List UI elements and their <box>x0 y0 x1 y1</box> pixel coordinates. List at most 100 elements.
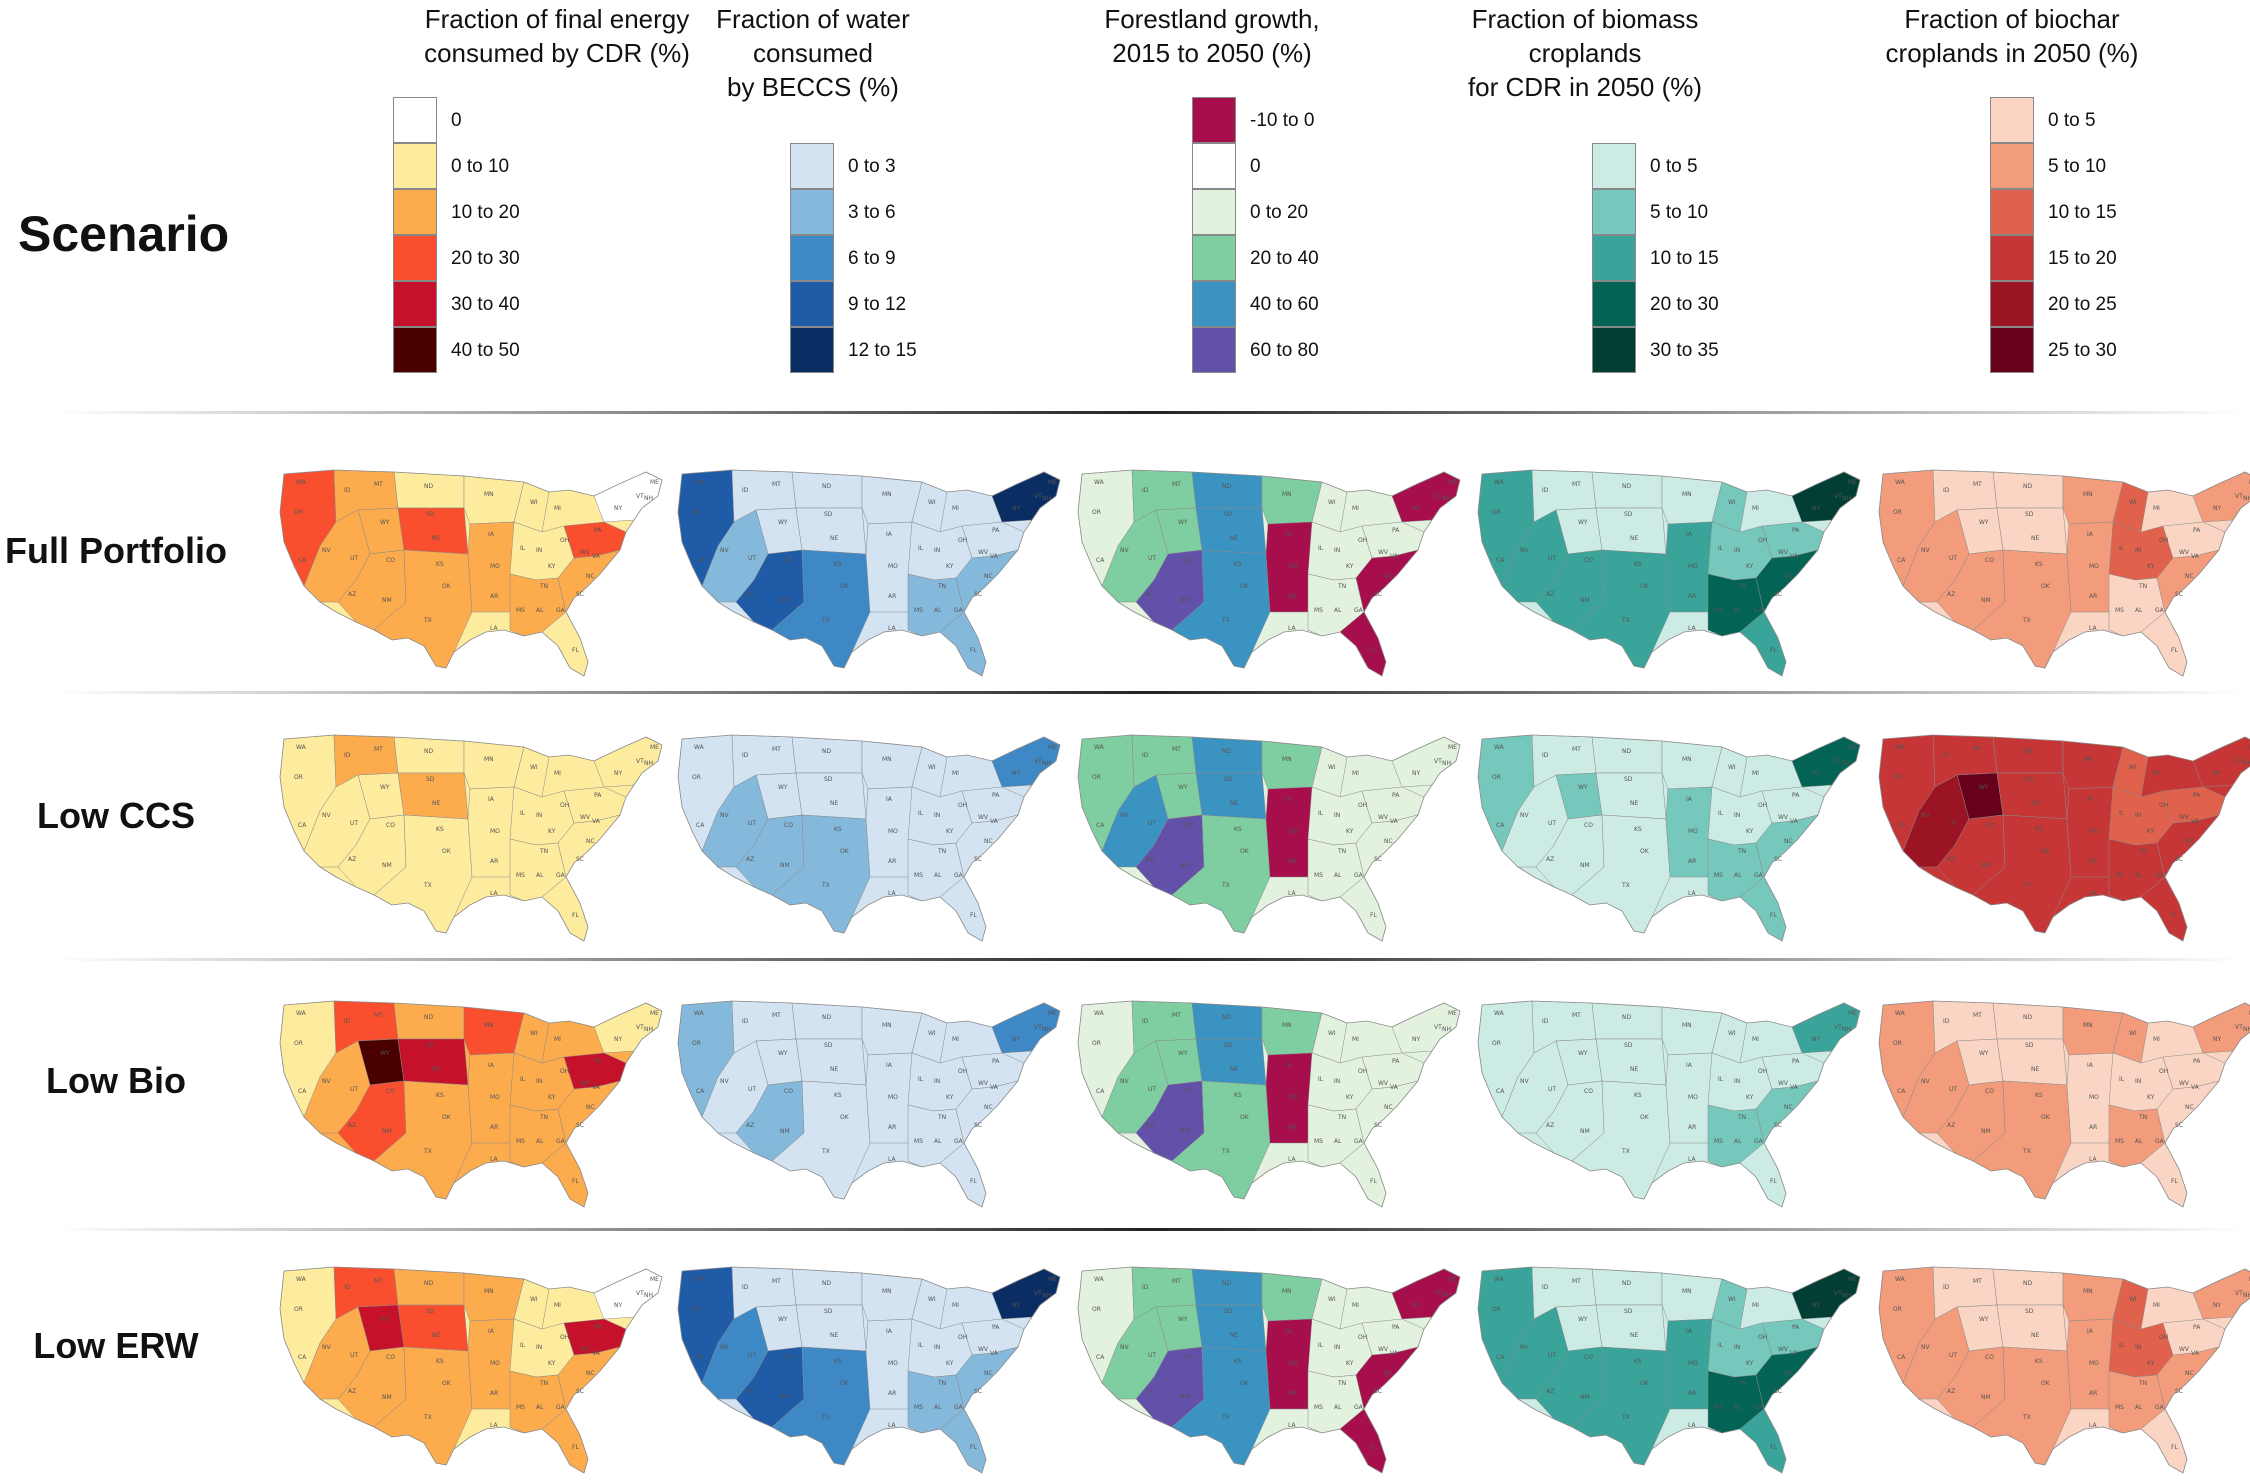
map-outline <box>1878 734 2250 942</box>
state-label: WI <box>928 1030 936 1037</box>
state-label: GA <box>1754 1138 1764 1145</box>
state-label: SD <box>1624 511 1633 518</box>
state-label: OK <box>1640 583 1650 590</box>
state-label: CO <box>784 557 793 564</box>
map-region-r9 <box>1261 1006 1323 1056</box>
legend-swatch <box>1990 235 2034 281</box>
legend-swatch <box>790 281 834 327</box>
state-label: PA <box>1392 527 1400 534</box>
state-label: WV <box>580 1346 591 1353</box>
state-label: TN <box>1337 1380 1346 1387</box>
state-label: FL <box>1770 1178 1777 1185</box>
state-label: NH <box>1042 1292 1051 1299</box>
state-label: NM <box>1580 862 1590 869</box>
state-label: WV <box>1778 1080 1789 1087</box>
state-label: AR <box>888 1390 896 1397</box>
map-outline <box>279 1000 663 1208</box>
state-label: AR <box>1288 1390 1296 1397</box>
map-region-r6 <box>1992 1268 2064 1306</box>
state-label: PA <box>594 527 602 534</box>
state-label: IA <box>886 531 893 538</box>
state-label: VA <box>2191 818 2200 825</box>
state-label: NM <box>1180 1394 1190 1401</box>
state-label: SD <box>824 1308 833 1315</box>
legend-swatch <box>1990 327 2034 373</box>
state-label: NV <box>720 1078 729 1085</box>
state-label: KY <box>1346 1360 1354 1367</box>
state-label: WY <box>1979 1316 1989 1323</box>
state-label: OK <box>2041 583 2051 590</box>
state-label: WY <box>1979 1050 1989 1057</box>
header-forest: Forestland growth, 2015 to 2050 (%) <box>1052 0 1372 82</box>
state-label: ME <box>1848 1276 1857 1283</box>
state-label: GA <box>2155 1404 2165 1411</box>
state-label: SD <box>824 1042 833 1049</box>
state-label: TN <box>1337 848 1346 855</box>
map-region-r6 <box>1992 736 2064 774</box>
state-label: ID <box>742 487 749 494</box>
state-label: LA <box>2089 890 2097 897</box>
state-label: GA <box>1754 1404 1764 1411</box>
state-label: OH <box>958 537 967 544</box>
state-label: MT <box>1973 1012 1982 1019</box>
state-label: ID <box>1142 752 1149 759</box>
state-label: WA <box>1094 1276 1105 1283</box>
state-label: LA <box>1688 1156 1696 1163</box>
state-label: VT <box>1034 1024 1042 1031</box>
state-label: MT <box>772 481 781 488</box>
state-label: SC <box>1774 856 1782 863</box>
us-map: WA OR CA NV ID MT WY UT AZ CO NM ND SD NE KS OK TX MN IA MO… <box>1477 1000 1861 1208</box>
map-region-r10 <box>1665 786 1713 878</box>
state-label: MT <box>1973 1278 1982 1285</box>
state-label: MT <box>772 1278 781 1285</box>
state-label: NY <box>1012 1036 1020 1043</box>
state-label: NV <box>1921 547 1930 554</box>
state-label: MN <box>882 491 892 498</box>
state-label: AZ <box>1546 591 1554 598</box>
state-label: MI <box>1352 1302 1359 1309</box>
state-label: OH <box>1758 1334 1767 1341</box>
state-label: IA <box>2087 1328 2094 1335</box>
map-region-r6 <box>1591 736 1663 774</box>
legend-swatch <box>393 281 437 327</box>
state-label: MN <box>484 491 494 498</box>
state-label: NC <box>1384 838 1393 845</box>
legend-label: 30 to 35 <box>1650 340 1719 361</box>
state-label: MT <box>374 1012 383 1019</box>
state-label: GA <box>556 1404 566 1411</box>
state-label: AR <box>2089 1124 2097 1131</box>
map-region-r10 <box>865 521 913 613</box>
state-label: KS <box>834 826 842 833</box>
state-label: IL <box>1718 545 1724 552</box>
state-label: TN <box>539 1114 548 1121</box>
state-label: SC <box>1374 1122 1382 1129</box>
state-label: MI <box>554 770 561 777</box>
state-label: MO <box>1688 1094 1698 1101</box>
state-label: NV <box>720 812 729 819</box>
state-label: NC <box>2185 1104 2194 1111</box>
state-label: NE <box>830 1332 838 1339</box>
state-label: WA <box>1094 479 1105 486</box>
state-label: NC <box>984 1104 993 1111</box>
state-label: NY <box>2213 1036 2221 1043</box>
state-label: FL <box>1770 912 1777 919</box>
state-label: CO <box>1184 1088 1193 1095</box>
state-label: NE <box>432 1332 440 1339</box>
state-label: ID <box>1943 752 1950 759</box>
map-outline <box>1878 1000 2250 1208</box>
state-label: VA <box>2191 1350 2200 1357</box>
state-label: TX <box>423 617 432 624</box>
state-label: OR <box>692 509 701 516</box>
state-label: SD <box>2025 1042 2034 1049</box>
state-label: KY <box>2147 1094 2155 1101</box>
state-label: LA <box>888 1156 896 1163</box>
state-label: IN <box>1334 1344 1340 1351</box>
map-region-r6 <box>1992 1002 2064 1040</box>
map-region-r6 <box>791 1268 863 1306</box>
header-biomass-line2: for CDR in 2050 (%) <box>1467 72 1703 102</box>
map-region-r6 <box>1191 1002 1263 1040</box>
state-label: WV <box>580 1080 591 1087</box>
state-label: MS <box>1714 1404 1723 1411</box>
state-label: MI <box>1352 505 1359 512</box>
state-label: SC <box>576 856 584 863</box>
